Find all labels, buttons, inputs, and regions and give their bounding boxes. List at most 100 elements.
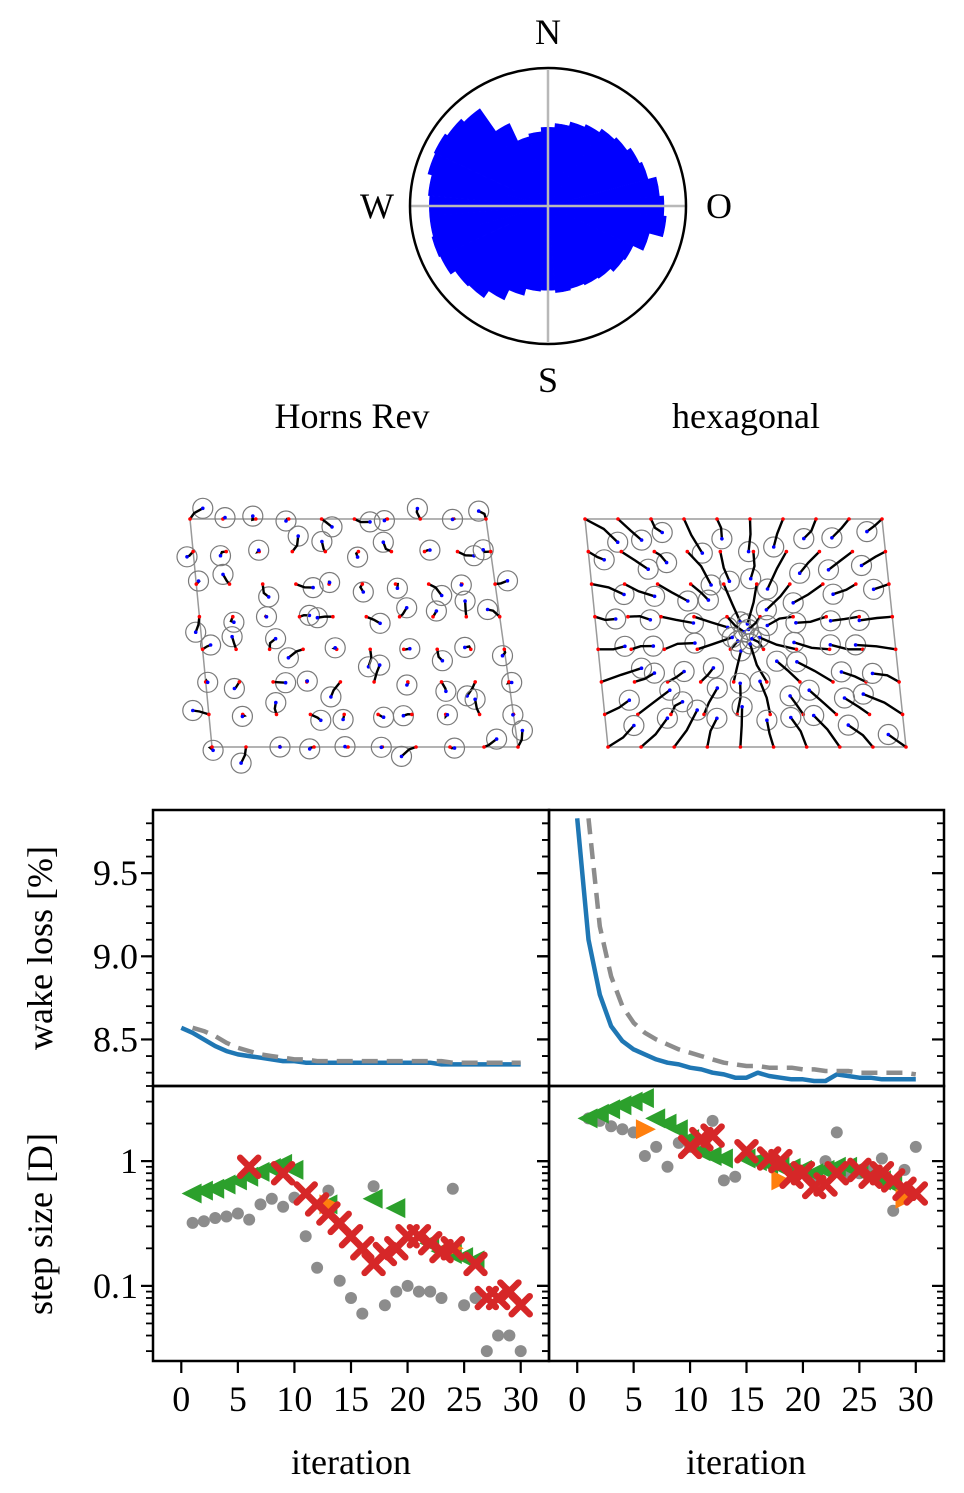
turbine-trajectory — [591, 582, 625, 596]
turbine-rotor-circle — [789, 562, 811, 584]
turbine-rotor-circle — [830, 661, 853, 683]
turbine-final-position — [807, 688, 811, 692]
turbine-trajectory — [483, 738, 498, 749]
turbine-final-position — [505, 579, 510, 583]
data-point-gray — [333, 1274, 346, 1287]
data-point-green-triangle — [192, 1180, 213, 1201]
turbine-initial-position — [497, 614, 502, 619]
turbine-initial-position — [771, 745, 776, 749]
wind-rose-sector — [547, 205, 571, 293]
turbine-initial-position — [477, 712, 482, 717]
data-point-green-triangle — [712, 1148, 733, 1169]
turbine-rotor-circle — [819, 610, 842, 632]
turbine-trajectory — [843, 696, 871, 716]
turbine-trajectory — [466, 681, 477, 697]
turbine-initial-position — [352, 517, 357, 521]
data-point-red-cross — [903, 1181, 929, 1206]
turbine-rotor-circle — [700, 574, 722, 596]
turbine-rotor-circle — [435, 680, 457, 702]
turbine-initial-position — [224, 549, 228, 554]
turbine-rotor-circle — [630, 657, 653, 679]
turbine-initial-position — [319, 517, 324, 521]
turbine-initial-position — [692, 614, 696, 619]
turbine-trajectory — [584, 517, 619, 544]
turbine-trajectory — [792, 583, 824, 604]
turbine-trajectory — [317, 615, 333, 619]
data-point-gray — [830, 1126, 843, 1139]
turbine-final-position — [748, 642, 752, 646]
wind-rose-sector — [547, 205, 634, 261]
turbine-final-position — [284, 519, 288, 523]
turbine-initial-position — [831, 680, 835, 684]
data-point-gray — [277, 1200, 290, 1213]
turbine-initial-position — [904, 745, 908, 749]
x-tick-label: 10 — [672, 1379, 708, 1419]
turbine-trajectory — [624, 583, 655, 598]
turbine-rotor-circle — [779, 685, 801, 707]
turbine-trajectory — [287, 648, 304, 659]
turbine-initial-position — [414, 745, 418, 749]
turbine-trajectory — [653, 550, 668, 564]
turbine-rotor-circle — [786, 651, 808, 673]
turbine-final-position — [648, 618, 653, 622]
turbine-rotor-circle — [472, 539, 494, 561]
wind-rose-sector — [547, 205, 611, 279]
turbine-trajectory — [793, 641, 830, 651]
turbine-final-position — [830, 536, 834, 540]
turbine-final-position — [459, 583, 464, 587]
turbine-rotor-circle — [727, 630, 749, 652]
turbine-trajectory — [758, 636, 797, 651]
data-point-red-cross — [734, 1138, 759, 1164]
turbine-trajectory — [663, 641, 695, 651]
turbine-rotor-circle — [242, 505, 264, 527]
turbine-trajectory — [765, 583, 791, 611]
x-tick-label: 5 — [625, 1379, 643, 1419]
line-series-solid — [574, 818, 916, 1084]
turbine-rotor-circle — [486, 728, 508, 750]
turbine-rotor-circle — [200, 634, 222, 656]
turbine-rotor-circle — [643, 585, 666, 607]
turbine-final-position — [251, 514, 255, 518]
turbine-rotor-circle — [223, 677, 245, 700]
turbine-initial-position — [794, 647, 799, 652]
data-point-red-cross — [508, 1292, 533, 1318]
turbine-initial-position — [364, 614, 369, 619]
turbine-trajectory — [726, 615, 745, 633]
turbine-rotor-circle — [182, 699, 204, 722]
layout-title-horns-rev: Horns Rev — [275, 396, 430, 436]
turbine-trajectory — [637, 689, 671, 716]
turbine-final-position — [444, 689, 448, 694]
turbine-final-position — [792, 640, 796, 645]
turbine-rotor-circle — [176, 546, 198, 568]
turbine-initial-position — [824, 614, 828, 619]
turbine-initial-position — [484, 517, 488, 521]
data-point-green-triangle — [283, 1159, 304, 1180]
turbine-final-position — [296, 534, 301, 538]
step-size-horns-rev-frame — [151, 1084, 551, 1363]
turbine-rotor-circle — [373, 509, 395, 532]
x-axis-label-left: iteration — [291, 1442, 411, 1482]
turbine-rotor-circle — [319, 571, 341, 594]
turbine-initial-position — [360, 582, 365, 586]
turbine-final-position — [333, 646, 338, 650]
turbine-rotor-circle — [819, 634, 841, 656]
turbine-trajectory — [291, 535, 300, 553]
turbine-rotor-circle — [277, 647, 299, 669]
turbine-rotor-circle — [850, 554, 873, 577]
turbine-final-position — [193, 630, 198, 634]
turbine-initial-position — [267, 647, 272, 652]
turbine-trajectory — [494, 579, 508, 586]
data-point-gray — [311, 1261, 324, 1274]
turbine-final-position — [652, 671, 657, 675]
horns-rev-boundary — [189, 518, 519, 748]
turbine-final-position — [315, 615, 320, 620]
y-tick-label: 9.5 — [93, 853, 138, 893]
turbine-rotor-circle — [248, 539, 270, 561]
data-point-red-cross — [824, 1160, 850, 1186]
wind-rose-sector — [547, 205, 625, 272]
turbine-trajectory — [372, 664, 381, 683]
turbine-final-position — [278, 745, 282, 749]
turbine-initial-position — [688, 582, 693, 586]
turbine-final-position — [765, 623, 770, 628]
compass-east-label: O — [706, 186, 732, 226]
